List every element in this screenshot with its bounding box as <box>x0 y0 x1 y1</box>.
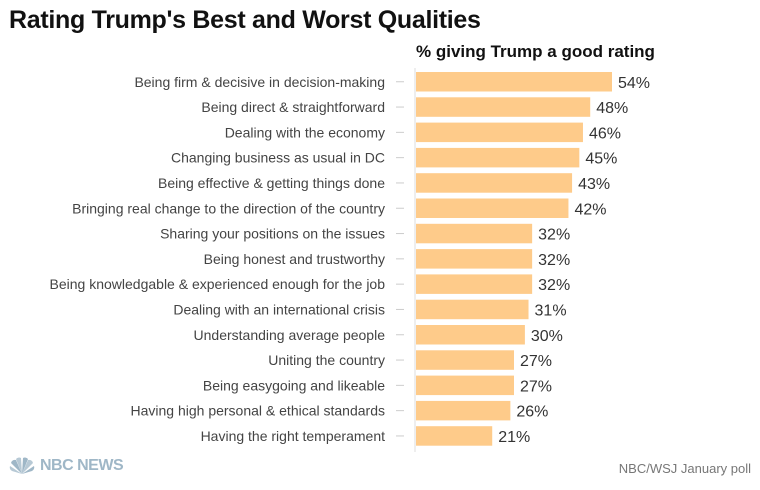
value-label: 48% <box>596 100 628 117</box>
category-label: Changing business as usual in DC <box>171 150 385 166</box>
bar <box>416 375 514 396</box>
category-label: Understanding average people <box>194 327 386 343</box>
category-label: Dealing with the economy <box>225 124 385 140</box>
category-label: Having high personal & ethical standards <box>131 403 386 419</box>
source-note: NBC/WSJ January poll <box>618 461 751 476</box>
bar <box>416 147 580 168</box>
value-label: 45% <box>585 151 617 168</box>
bar <box>416 97 591 117</box>
value-label: 30% <box>531 328 563 345</box>
category-label: Being effective & getting things done <box>158 175 385 191</box>
value-label: 43% <box>578 176 610 193</box>
peacock-icon <box>9 457 35 474</box>
bar <box>416 274 533 294</box>
bar <box>416 122 583 143</box>
bar <box>416 299 529 320</box>
category-label: Being honest and trustworthy <box>204 251 385 267</box>
bar <box>416 400 511 421</box>
bar <box>416 173 573 193</box>
value-label: 54% <box>618 75 650 92</box>
bar <box>416 350 514 370</box>
category-label: Uniting the country <box>268 352 385 368</box>
bar <box>416 249 533 269</box>
value-label: 26% <box>516 404 548 421</box>
value-label: 27% <box>520 378 552 395</box>
chart-title: Rating Trump's Best and Worst Qualities <box>9 6 481 34</box>
category-label: Being firm & decisive in decision-making <box>134 74 385 90</box>
bar <box>416 198 569 218</box>
category-label: Having the right temperament <box>201 428 386 444</box>
value-label: 31% <box>535 302 567 319</box>
value-label: 32% <box>538 252 570 269</box>
bar <box>416 325 525 345</box>
value-label: 46% <box>589 125 621 142</box>
value-label: 32% <box>538 227 570 244</box>
value-label: 27% <box>520 353 552 370</box>
series-header: % giving Trump a good rating <box>416 42 655 61</box>
value-label: 21% <box>498 429 530 446</box>
category-label: Bringing real change to the direction of… <box>72 200 385 216</box>
category-label: Dealing with an international crisis <box>173 301 385 317</box>
value-label: 32% <box>538 277 570 294</box>
nbc-news-wordmark: NBC NEWS <box>40 457 124 474</box>
bar <box>416 72 612 92</box>
nbc-news-logo: NBC NEWS <box>8 457 124 475</box>
category-label: Being direct & straightforward <box>201 99 385 115</box>
bar <box>416 223 533 244</box>
value-label: 42% <box>574 201 606 218</box>
category-label: Being knowledgable & experienced enough … <box>50 276 386 292</box>
bar <box>416 426 493 446</box>
category-label: Being easygoing and likeable <box>203 377 385 393</box>
category-label: Sharing your positions on the issues <box>160 226 385 242</box>
